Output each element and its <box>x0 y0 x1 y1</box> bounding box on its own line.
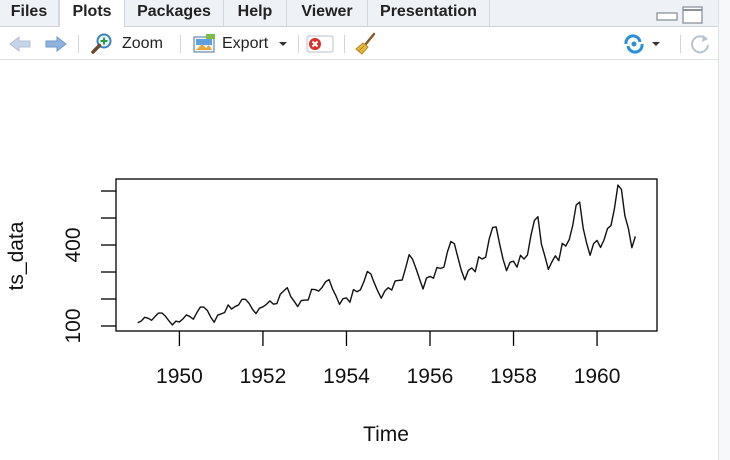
time-series-plot: 1950 1952 1954 1956 1958 1960 100 400 Time ts_d… <box>5 178 658 446</box>
x-axis-label: Time <box>363 423 409 446</box>
zoom-icon <box>91 33 112 54</box>
toolbar-separator <box>180 35 181 53</box>
export-button[interactable]: Export <box>192 27 290 60</box>
toolbar-separator <box>78 35 79 53</box>
y-tick-label: 100 <box>62 308 85 343</box>
x-tick-label: 1958 <box>490 365 537 388</box>
refresh-icon <box>691 34 709 53</box>
tab-help[interactable]: Help <box>224 0 287 27</box>
sync-button[interactable] <box>622 27 662 60</box>
pane-tab-bar: Files Plots Packages Help Viewer Present… <box>0 0 718 28</box>
plot-frame <box>115 178 658 332</box>
tab-presentation[interactable]: Presentation <box>368 0 490 27</box>
broom-icon <box>355 32 376 55</box>
clear-all-plots-button[interactable] <box>354 27 378 60</box>
maximize-pane-icon[interactable] <box>682 6 704 24</box>
x-tick-label: 1954 <box>323 365 370 388</box>
zoom-button[interactable]: Zoom <box>90 27 163 60</box>
remove-plot-icon <box>306 35 334 52</box>
back-button[interactable] <box>8 27 32 60</box>
toolbar-separator <box>344 35 345 53</box>
toolbar-separator <box>680 35 681 53</box>
export-icon <box>193 33 215 53</box>
tab-packages[interactable]: Packages <box>125 0 224 27</box>
tab-viewer[interactable]: Viewer <box>287 0 368 27</box>
forward-button[interactable] <box>44 27 68 60</box>
x-tick-label: 1960 <box>574 365 621 388</box>
x-tick-label: 1952 <box>240 365 287 388</box>
arrow-right-icon <box>45 35 67 52</box>
y-axis-label: ts_data <box>5 221 28 290</box>
tab-plots[interactable]: Plots <box>59 0 125 28</box>
plots-toolbar: Zoom Export <box>0 27 718 60</box>
minimize-pane-icon[interactable] <box>656 6 678 22</box>
export-label: Export <box>222 34 269 52</box>
arrow-left-icon <box>9 35 31 52</box>
pane-right-edge <box>718 0 730 460</box>
sync-icon <box>624 33 644 54</box>
x-tick-label: 1956 <box>407 365 454 388</box>
chevron-down-icon <box>279 41 288 46</box>
remove-plot-button[interactable] <box>306 27 334 60</box>
series-line <box>137 184 637 326</box>
toolbar-separator <box>298 35 299 53</box>
tab-files[interactable]: Files <box>0 0 59 27</box>
y-tick-label: 400 <box>62 227 85 262</box>
zoom-label: Zoom <box>122 34 163 52</box>
refresh-button[interactable] <box>688 27 712 60</box>
chevron-down-icon <box>652 41 660 46</box>
x-tick-label: 1950 <box>156 365 203 388</box>
